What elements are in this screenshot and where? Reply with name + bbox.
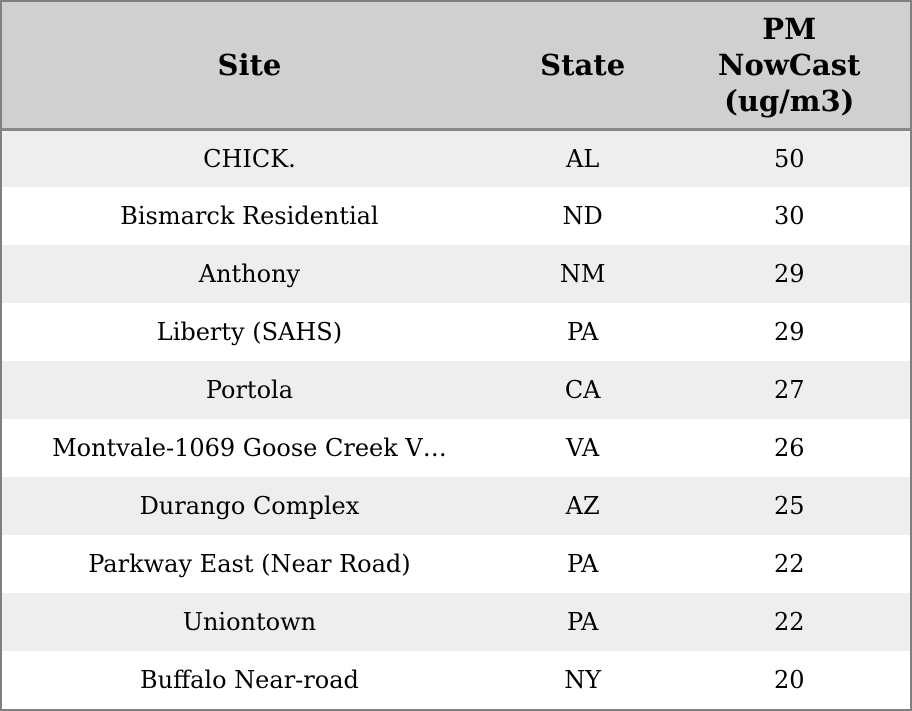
state-cell: CA bbox=[496, 361, 669, 419]
site-cell: Uniontown bbox=[2, 593, 497, 651]
site-cell: CHICK. bbox=[2, 129, 497, 187]
pm-nowcast-cell: 29 bbox=[668, 303, 910, 361]
pm-nowcast-cell: 50 bbox=[668, 129, 910, 187]
column-header-site-label: Site bbox=[217, 47, 282, 82]
table-row: Parkway East (Near Road) PA 22 bbox=[2, 535, 910, 593]
state-cell: ND bbox=[496, 187, 669, 245]
pm-nowcast-cell: 26 bbox=[668, 419, 910, 477]
table-row: Anthony NM 29 bbox=[2, 245, 910, 303]
table-row: Buffalo Near-road NY 20 bbox=[2, 651, 910, 709]
site-cell: Liberty (SAHS) bbox=[2, 303, 497, 361]
state-cell: PA bbox=[496, 535, 669, 593]
site-cell: Montvale-1069 Goose Creek V… bbox=[2, 419, 497, 477]
pm-nowcast-cell: 30 bbox=[668, 187, 910, 245]
table-row: Uniontown PA 22 bbox=[2, 593, 910, 651]
site-cell: Parkway East (Near Road) bbox=[2, 535, 497, 593]
column-header-site: Site bbox=[2, 2, 497, 131]
table-row: CHICK. AL 50 bbox=[2, 129, 910, 187]
pm-nowcast-cell: 20 bbox=[668, 651, 910, 709]
state-cell: AZ bbox=[496, 477, 669, 535]
site-cell: Durango Complex bbox=[2, 477, 497, 535]
state-cell: PA bbox=[496, 303, 669, 361]
site-cell: Bismarck Residential bbox=[2, 187, 497, 245]
table-row: Montvale-1069 Goose Creek V… VA 26 bbox=[2, 419, 910, 477]
table-header: Site State PM NowCast (ug/m3) bbox=[2, 2, 910, 131]
state-cell: VA bbox=[496, 419, 669, 477]
state-cell: NY bbox=[496, 651, 669, 709]
pm-nowcast-cell: 27 bbox=[668, 361, 910, 419]
state-cell: NM bbox=[496, 245, 669, 303]
header-row: Site State PM NowCast (ug/m3) bbox=[2, 2, 910, 131]
table-body: CHICK. AL 50 Bismarck Residential ND 30 … bbox=[2, 129, 910, 709]
table-row: Portola CA 27 bbox=[2, 361, 910, 419]
pm-nowcast-cell: 22 bbox=[668, 593, 910, 651]
table-row: Durango Complex AZ 25 bbox=[2, 477, 910, 535]
table-row: Liberty (SAHS) PA 29 bbox=[2, 303, 910, 361]
state-cell: PA bbox=[496, 593, 669, 651]
column-header-state: State bbox=[496, 2, 669, 131]
pm-nowcast-cell: 29 bbox=[668, 245, 910, 303]
pm-nowcast-cell: 25 bbox=[668, 477, 910, 535]
site-cell: Buffalo Near-road bbox=[2, 651, 497, 709]
column-header-pm-nowcast: PM NowCast (ug/m3) bbox=[668, 2, 910, 131]
site-cell: Anthony bbox=[2, 245, 497, 303]
pm-nowcast-cell: 22 bbox=[668, 535, 910, 593]
state-cell: AL bbox=[496, 129, 669, 187]
column-header-state-label: State bbox=[540, 47, 626, 82]
table-row: Bismarck Residential ND 30 bbox=[2, 187, 910, 245]
site-cell: Portola bbox=[2, 361, 497, 419]
column-header-pm-nowcast-label: PM NowCast (ug/m3) bbox=[718, 11, 861, 118]
